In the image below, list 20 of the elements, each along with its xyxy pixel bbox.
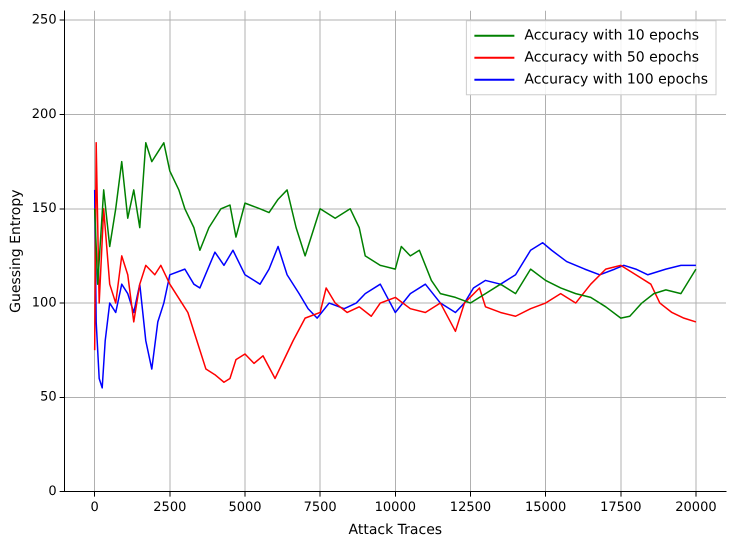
legend-label: Accuracy with 50 epochs (524, 49, 700, 66)
legend-label: Accuracy with 10 epochs (524, 27, 700, 44)
y-tick-label: 0 (48, 484, 57, 499)
x-axis-title: Attack Traces (348, 522, 442, 538)
x-tick-label: 5000 (228, 500, 262, 515)
y-axis-title: Guessing Entropy (8, 189, 24, 313)
y-tick-label: 200 (32, 106, 57, 122)
legend-label: Accuracy with 100 epochs (524, 71, 708, 88)
x-tick-label: 7500 (304, 500, 337, 515)
x-tick-label: 10000 (374, 500, 416, 515)
x-tick-label: 2500 (153, 500, 186, 515)
x-tick-label: 20000 (675, 500, 717, 515)
y-tick-label: 50 (40, 390, 57, 405)
y-tick-label: 100 (32, 295, 57, 310)
x-tick-label: 12500 (450, 500, 492, 515)
x-tick-label: 0 (90, 500, 99, 515)
x-tick-label: 17500 (600, 500, 642, 515)
y-tick-label: 150 (32, 201, 57, 216)
x-tick-label: 15000 (524, 500, 566, 515)
y-tick-label: 250 (32, 12, 57, 28)
